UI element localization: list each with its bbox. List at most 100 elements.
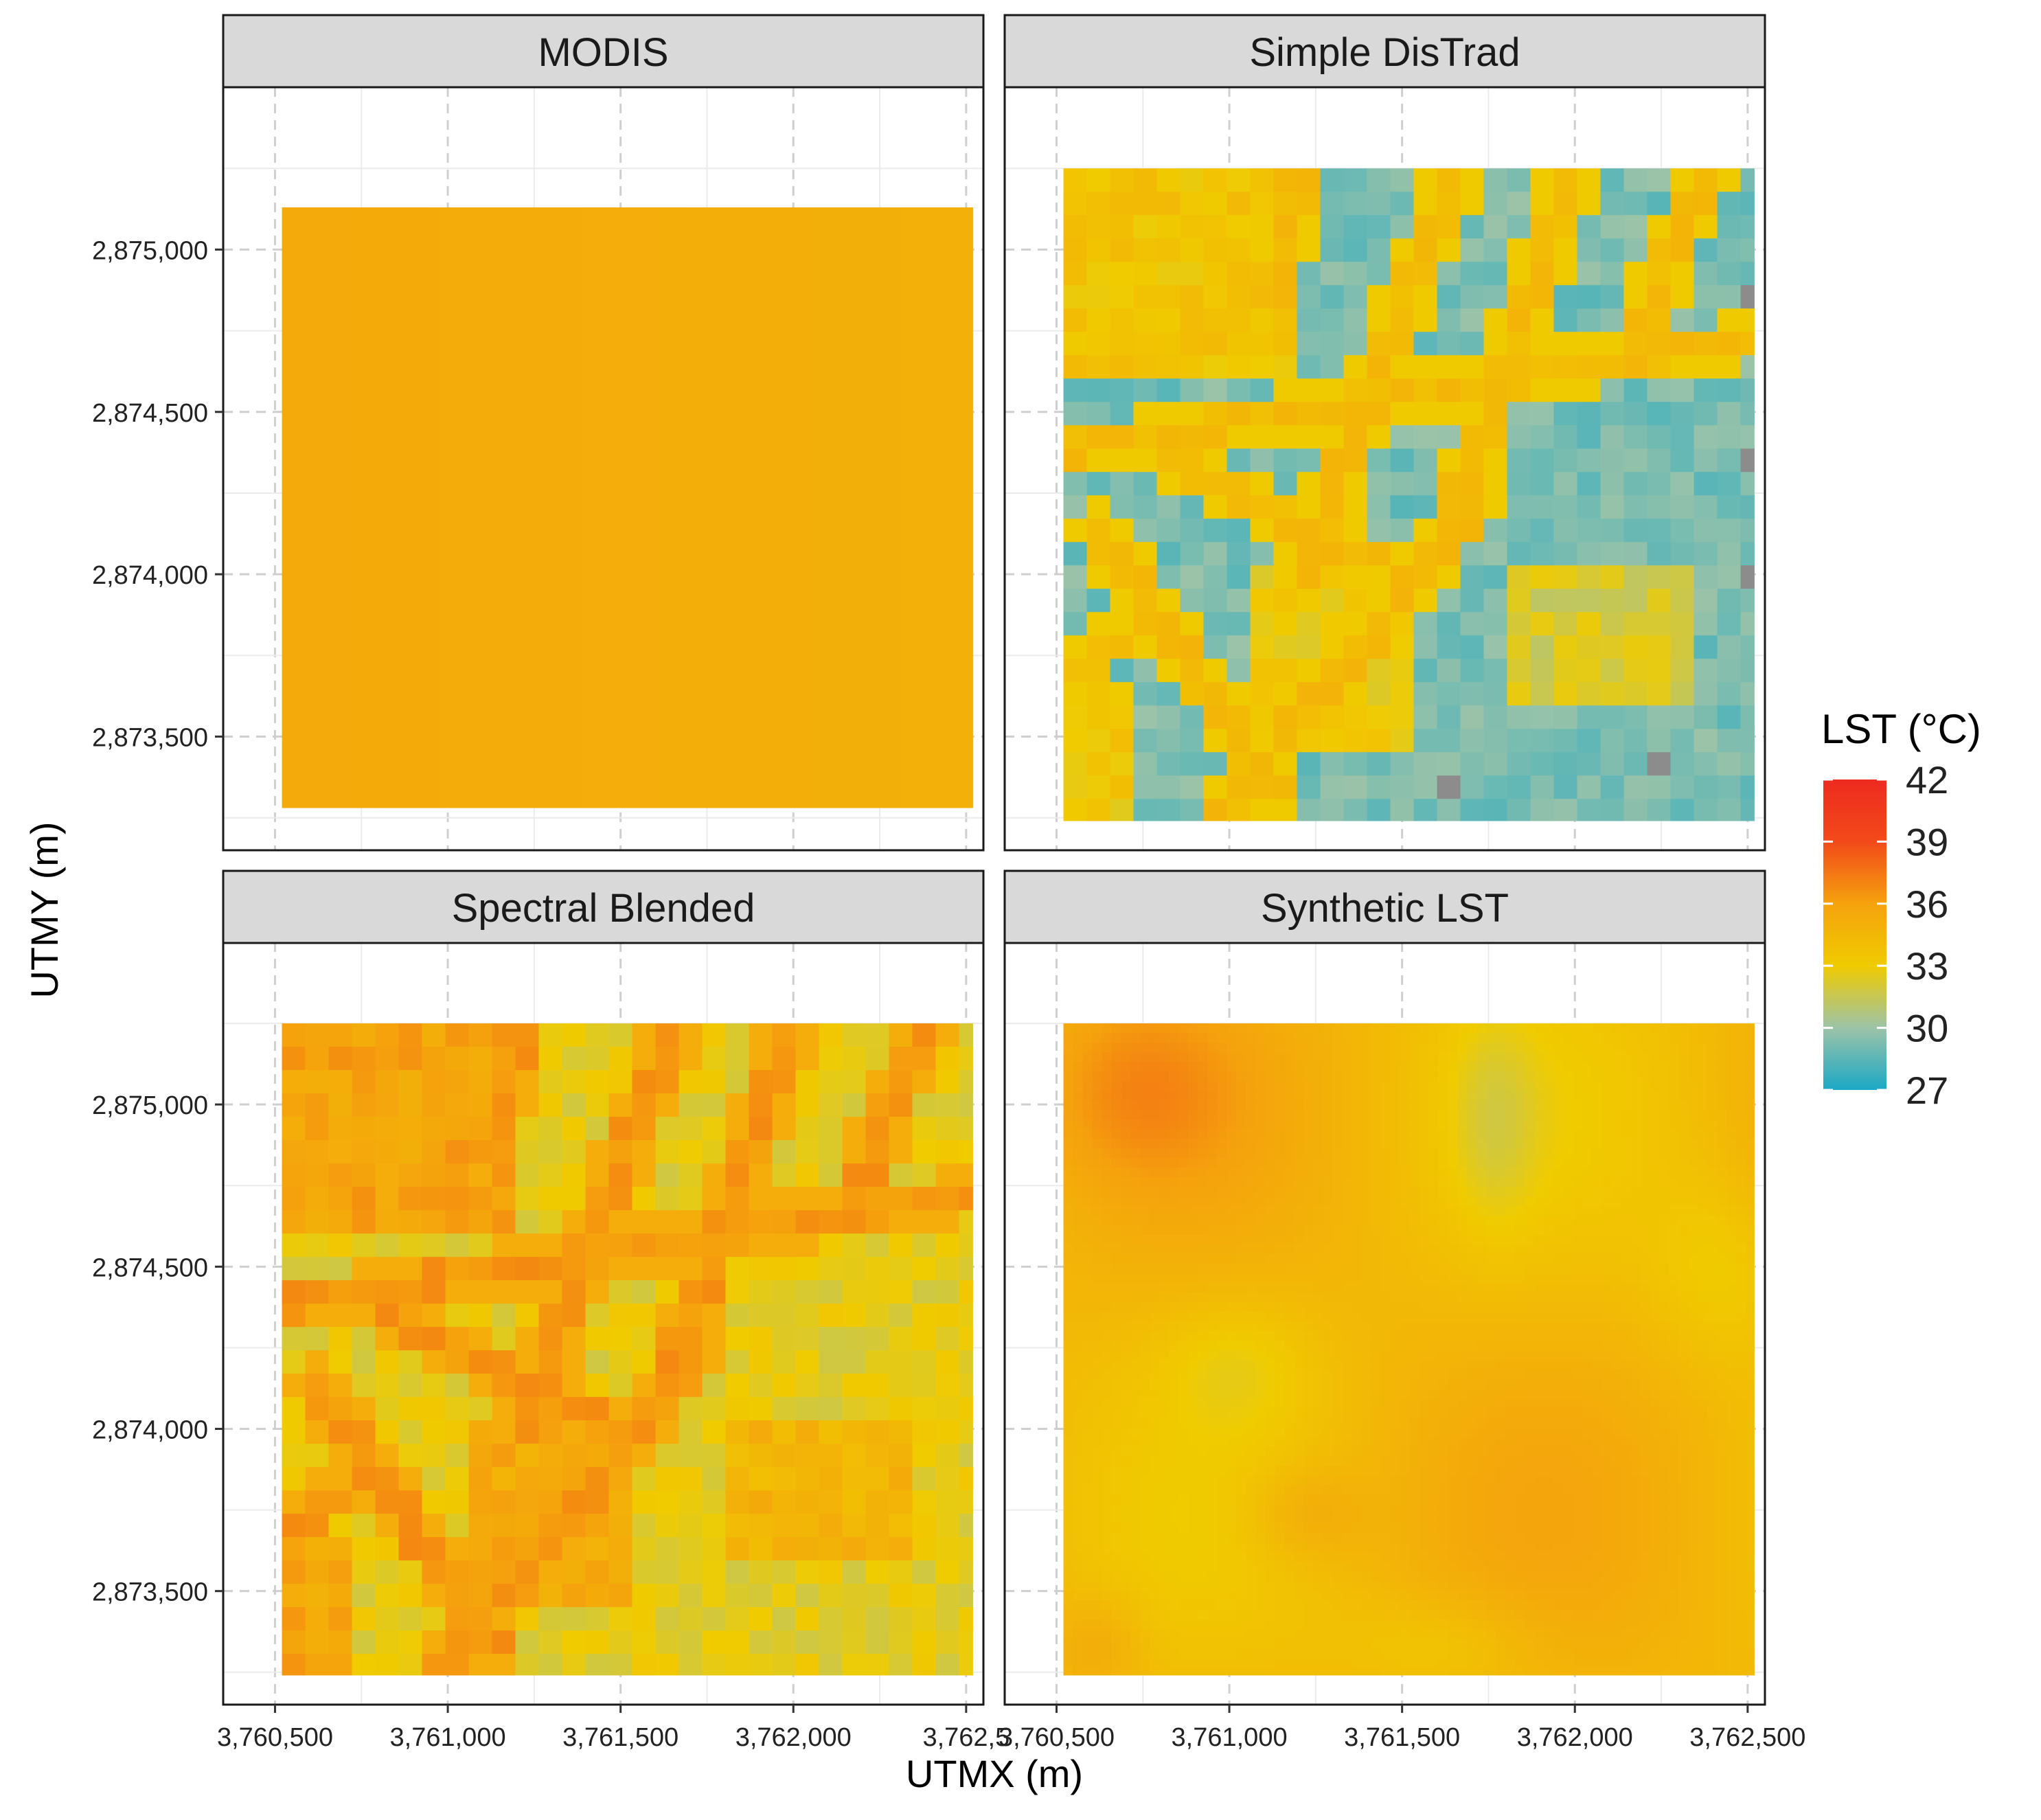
raster-cell	[1083, 1273, 1093, 1284]
raster-cell	[1669, 1071, 1680, 1082]
raster-cell	[913, 1117, 937, 1141]
raster-cell	[913, 1514, 937, 1538]
raster-cell	[656, 1444, 680, 1468]
raster-cell	[1621, 1216, 1632, 1226]
raster-cell	[1679, 1369, 1689, 1380]
raster-cell	[1593, 1119, 1603, 1130]
raster-cell	[1237, 1254, 1247, 1264]
raster-cell	[1064, 1427, 1074, 1437]
raster-cell	[1624, 752, 1648, 776]
raster-cell	[1073, 1408, 1084, 1418]
raster-cell	[1246, 1158, 1257, 1168]
raster-cell	[1410, 1254, 1420, 1264]
raster-cell	[1410, 1360, 1420, 1370]
raster-cell	[1458, 1119, 1468, 1130]
raster-cell	[1487, 1158, 1497, 1168]
raster-cell	[1439, 1081, 1449, 1091]
raster-cell	[1121, 1408, 1132, 1418]
raster-cell	[1641, 1341, 1651, 1351]
raster-cell	[1506, 1418, 1516, 1428]
raster-cell	[1429, 1321, 1439, 1332]
raster-cell	[1323, 1379, 1334, 1389]
raster-cell	[1437, 775, 1461, 799]
raster-cell	[1660, 1244, 1670, 1255]
raster-cell	[1669, 1110, 1680, 1120]
raster-cell	[1554, 1283, 1564, 1293]
raster-cell	[1477, 1119, 1487, 1130]
raster-cell	[632, 1327, 657, 1351]
raster-cell	[1650, 1043, 1661, 1053]
raster-cell	[1170, 1206, 1180, 1216]
raster-cell	[422, 1210, 446, 1234]
raster-cell	[1506, 1254, 1516, 1264]
raster-cell	[1583, 1283, 1593, 1293]
raster-cell	[1237, 1446, 1247, 1457]
raster-cell	[1671, 238, 1695, 262]
raster-cell	[703, 1490, 727, 1514]
raster-cell	[1266, 1312, 1276, 1322]
raster-cell	[1362, 1244, 1372, 1255]
raster-cell	[1544, 1091, 1555, 1101]
raster-cell	[1150, 1244, 1161, 1255]
raster-cell	[679, 1467, 703, 1491]
raster-cell	[913, 1537, 937, 1561]
raster-cell	[1437, 448, 1461, 473]
raster-cell	[1621, 1254, 1632, 1264]
raster-cell	[1647, 635, 1672, 659]
raster-cell	[843, 1584, 867, 1608]
raster-cell	[1381, 1446, 1391, 1457]
raster-cell	[1274, 448, 1298, 473]
raster-cell	[1573, 1273, 1584, 1284]
raster-cell	[1419, 1321, 1430, 1332]
raster-cell	[1468, 1360, 1478, 1370]
raster-cell	[773, 1514, 797, 1538]
raster-cell	[1275, 1062, 1286, 1072]
raster-cell	[1624, 635, 1648, 659]
raster-cell	[1179, 1071, 1189, 1082]
raster-cell	[1531, 752, 1555, 776]
raster-cell	[679, 1140, 703, 1164]
raster-cell	[1612, 1225, 1622, 1236]
raster-cell	[1073, 1446, 1084, 1457]
raster-cell	[1708, 1177, 1718, 1187]
raster-cell	[1535, 1283, 1545, 1293]
raster-cell	[1064, 1081, 1074, 1091]
raster-cell	[1718, 1235, 1728, 1245]
raster-cell	[1525, 1389, 1536, 1399]
raster-cell	[1297, 705, 1321, 729]
raster-cell	[1285, 1148, 1295, 1159]
raster-cell	[1285, 1216, 1295, 1226]
raster-cell	[1410, 1023, 1420, 1034]
raster-cell	[1631, 1273, 1641, 1284]
raster-cell	[1083, 1168, 1093, 1178]
raster-cell	[1179, 1244, 1189, 1255]
raster-cell	[1064, 1071, 1074, 1082]
raster-cell	[1573, 1350, 1584, 1361]
raster-cell	[1141, 1418, 1151, 1428]
raster-cell	[1110, 332, 1134, 356]
raster-cell	[1624, 472, 1648, 496]
raster-cell	[1414, 425, 1438, 449]
raster-cell	[1083, 1216, 1093, 1226]
raster-cell	[446, 1537, 470, 1561]
raster-cell	[1179, 1312, 1189, 1322]
raster-cell	[1150, 1437, 1161, 1447]
raster-cell	[1087, 799, 1111, 821]
raster-cell	[1516, 1293, 1526, 1303]
raster-cell	[1285, 1071, 1295, 1082]
raster-cell	[1343, 1071, 1353, 1082]
raster-cell	[1073, 1235, 1084, 1245]
raster-cell	[1708, 1350, 1718, 1361]
raster-cell	[1141, 1052, 1151, 1062]
raster-cell	[1170, 1177, 1180, 1187]
raster-cell	[1650, 1091, 1661, 1101]
raster-cell	[1160, 1148, 1170, 1159]
raster-cell	[1525, 1437, 1536, 1447]
raster-cell	[1073, 1427, 1084, 1437]
raster-cell	[1602, 1283, 1612, 1293]
raster-cell	[1679, 1437, 1689, 1447]
raster-cell	[1381, 1043, 1391, 1053]
raster-cell	[1525, 1312, 1536, 1322]
raster-cell	[1343, 1043, 1353, 1053]
raster-cell	[1227, 1398, 1238, 1409]
